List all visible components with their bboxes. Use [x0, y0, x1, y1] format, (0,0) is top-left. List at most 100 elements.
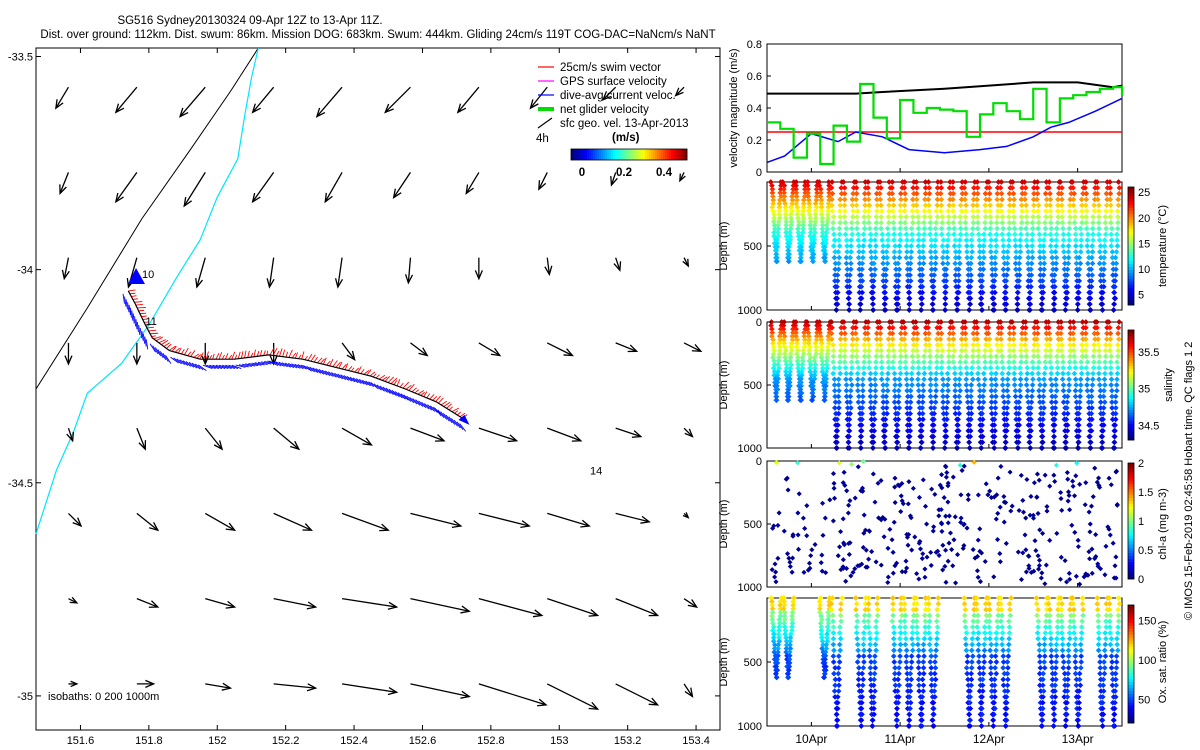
- geo-vector-arrow: [547, 598, 600, 617]
- temperature-profile-dot: [781, 186, 787, 193]
- dive-avg-current-vector: [179, 359, 189, 366]
- speed-colorbar-cell: [603, 149, 606, 160]
- legend-label-dive-avg: dive-avg current veloc.: [560, 90, 676, 102]
- dive-avg-current-vector: [365, 380, 375, 387]
- temperature-profile-dot: [897, 208, 904, 214]
- temperature-profile-dot: [844, 266, 851, 273]
- swim-vector: [372, 373, 377, 378]
- geo-vector-arrow: [251, 86, 275, 114]
- oxygen-colorbar-cell: [1128, 711, 1134, 715]
- geo-vector-arrow: [610, 172, 618, 187]
- dive-avg-current-vector: [278, 361, 288, 368]
- temperature-profile-dot: [841, 214, 848, 220]
- salinity-y-tick-label: 1000: [738, 443, 762, 455]
- temperature-profile-dot: [908, 248, 915, 255]
- temperature-colorbar-cell: [1128, 284, 1134, 288]
- temperature-profile-dot: [848, 243, 854, 249]
- temperature-profile-dot: [842, 219, 849, 226]
- chla-colorbar-cell: [1128, 567, 1134, 571]
- temperature-profile-dot: [903, 254, 910, 261]
- geo-vector-arrow-shaft: [115, 86, 138, 113]
- salinity-colorbar-tick-label: 35: [1138, 384, 1150, 396]
- temperature-profile-dot: [807, 218, 814, 225]
- geo-vector-arrow-head: [266, 278, 275, 289]
- salinity-colorbar-cell: [1128, 363, 1134, 367]
- temperature-profile-dot: [854, 214, 860, 220]
- temperature-profile-dot: [883, 248, 890, 255]
- temperature-colorbar-tick-label: 20: [1138, 213, 1150, 225]
- speed-colorbar-cell: [579, 149, 582, 160]
- temperature-profile-dot: [808, 226, 814, 232]
- geo-vector-arrow-head: [613, 261, 622, 272]
- geo-vector-arrow-shaft: [204, 427, 223, 450]
- salinity-colorbar-cell: [1128, 382, 1134, 386]
- temperature-profile-dot: [825, 215, 831, 221]
- chla-colorbar-cell: [1128, 494, 1134, 499]
- temperature-profile-dot: [910, 214, 916, 220]
- temperature-profile-dot: [897, 237, 904, 244]
- temperature-profile-dot: [879, 231, 886, 238]
- dive-avg-current-vector: [188, 361, 198, 369]
- geo-vector-arrow-shaft: [341, 512, 389, 531]
- swim-vector: [363, 370, 370, 375]
- temperature-profile-dot: [804, 179, 811, 185]
- swim-vector: [215, 352, 220, 360]
- temperature-profile-dot: [819, 215, 826, 221]
- temperature-profile-dot: [867, 266, 874, 273]
- velocity-axes-frame: [766, 43, 1123, 173]
- speed-colorbar-cell: [623, 149, 626, 160]
- temperature-profile-dot: [889, 190, 896, 197]
- temperature-profile-dot: [872, 237, 878, 244]
- temperature-profile-dot: [830, 225, 836, 232]
- speed-colorbar-cell: [613, 149, 616, 160]
- temperature-profile-dot: [834, 283, 840, 290]
- temperature-profile-dot: [890, 208, 896, 214]
- temperature-profile-dot: [795, 215, 801, 221]
- geo-vector-arrow-shaft: [68, 512, 82, 527]
- dive-avg-current-vector: [176, 358, 186, 366]
- map-geo-vectors-layer: [55, 86, 703, 710]
- geo-vector-arrow-shaft: [410, 683, 470, 698]
- speed-colorbar-cell: [571, 149, 574, 160]
- map-legend: 25cm/s swim vector GPS surface velocity …: [536, 62, 689, 179]
- temperature-profile-dot: [842, 231, 849, 238]
- geo-vector-arrow: [114, 172, 138, 204]
- geo-vector-arrow-shaft: [615, 257, 621, 271]
- dive-avg-current-vector: [206, 364, 216, 370]
- velocity-geo-line: [767, 81, 1123, 95]
- temperature-profile-dot: [810, 244, 817, 250]
- oxygen-colorbar-cell: [1128, 637, 1134, 641]
- temperature-profile-dot: [770, 197, 777, 203]
- temperature-profile-dot: [785, 258, 792, 265]
- dive-avg-current-vector: [409, 396, 418, 405]
- temperature-profile-dot: [831, 237, 838, 244]
- dive-avg-current-vector: [238, 364, 249, 368]
- temperature-profile-dot: [776, 211, 783, 218]
- salinity-colorbar-cell: [1128, 330, 1134, 334]
- temperature-profile-dot: [882, 272, 889, 278]
- salinity-colorbar-cell: [1128, 429, 1134, 433]
- colorbar-tick-0.4: 0.4: [656, 167, 673, 179]
- oxygen-colorbar-cell: [1128, 661, 1134, 665]
- geo-vector-arrow-head: [66, 431, 75, 443]
- speed-colorbar-cell: [651, 149, 654, 160]
- oxygen-colorbar-cell: [1128, 605, 1134, 609]
- temperature-profile-dot: [893, 307, 900, 313]
- speed-colorbar-cell: [677, 149, 680, 160]
- temperature-colorbar-cell: [1128, 198, 1134, 203]
- geo-vector-arrow-shaft: [252, 86, 275, 113]
- dive-avg-current-vector: [346, 375, 356, 383]
- temperature-profile-dot: [795, 218, 802, 225]
- temperature-profile-dot: [783, 208, 789, 214]
- chla-colorbar-tick-label: 0.5: [1138, 545, 1153, 557]
- temperature-profile-dot: [890, 196, 897, 203]
- speed-colorbar-cell: [635, 149, 638, 160]
- geo-vector-arrow: [683, 683, 694, 698]
- salinity-y-tick-label: 500: [744, 380, 762, 392]
- swim-vector: [332, 360, 338, 367]
- temperature-profile-dot: [788, 222, 795, 229]
- geo-vector-arrow: [61, 257, 70, 281]
- swim-vector: [443, 401, 451, 407]
- geo-vector-arrow-head: [379, 523, 390, 532]
- geo-vector-arrow-head: [418, 347, 429, 357]
